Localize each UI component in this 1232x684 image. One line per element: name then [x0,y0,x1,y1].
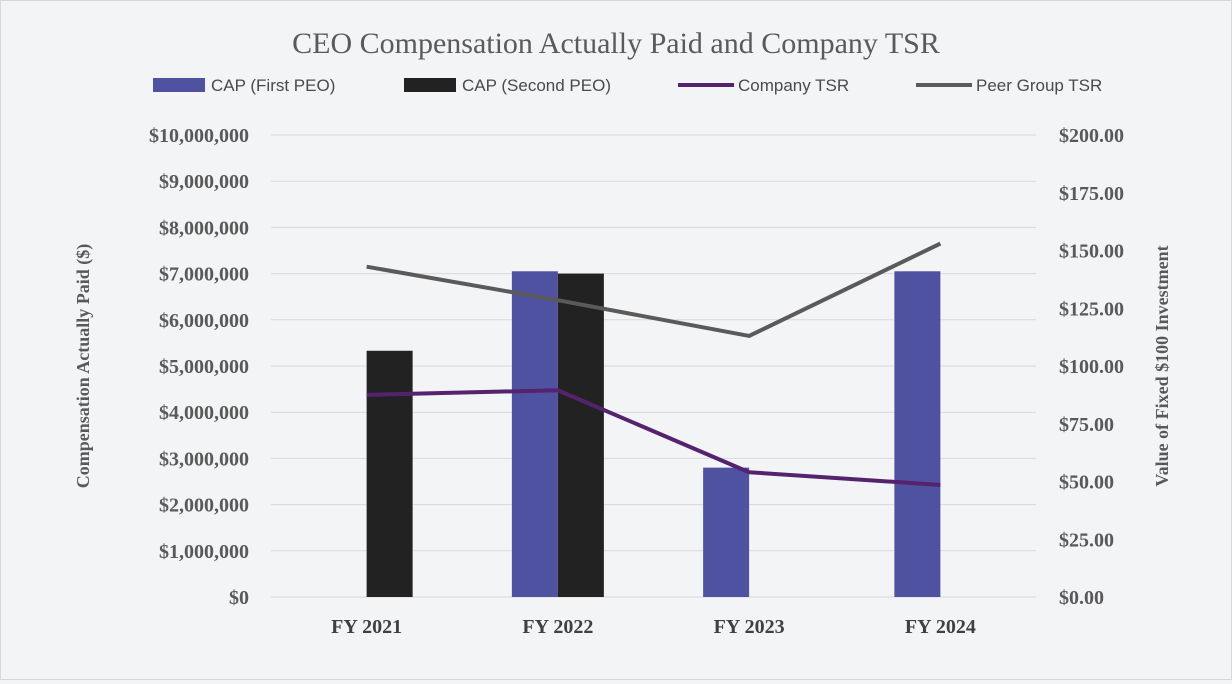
y2-tick-label: $125.00 [1059,298,1124,320]
y2-tick-label: $175.00 [1059,183,1124,205]
y-axis-right-ticks: $0.00 $25.00 $50.00 $75.00 $100.00 $125.00 $15… [1059,125,1124,609]
y-tick-label: $1,000,000 [159,541,249,563]
y-tick-label: $8,000,000 [159,217,249,239]
x-category-label: FY 2024 [905,616,976,638]
y-tick-label: $3,000,000 [159,448,249,470]
legend-swatch-second-peo [404,78,456,92]
y2-tick-label: $75.00 [1059,414,1114,436]
y2-tick-label: $25.00 [1059,529,1114,551]
x-category-label: FY 2021 [331,616,402,638]
y2-tick-label: $100.00 [1059,356,1124,378]
legend-label-first-peo: CAP (First PEO) [211,76,335,95]
y2-tick-label: $0.00 [1059,587,1104,609]
y-axis-left-title: Compensation Actually Paid ($) [73,244,94,489]
x-category-label: FY 2022 [522,616,593,638]
y-tick-label: $6,000,000 [159,310,249,332]
y2-tick-label: $50.00 [1059,472,1114,494]
y2-tick-label: $150.00 [1059,241,1124,263]
peer-group-tsr-line [366,241,942,338]
bar-first-peo-fy-2023 [703,467,750,597]
company-tsr-line [366,388,941,487]
y-tick-label: $5,000,000 [159,356,249,378]
y-tick-label: $9,000,000 [159,171,249,193]
legend-label-company-tsr: Company TSR [738,76,849,95]
y-axis-right-title: Value of Fixed $100 Investment [1152,245,1172,486]
legend-label-peer-tsr: Peer Group TSR [976,76,1102,95]
bar-second-peo-fy-2021 [366,350,413,597]
legend-swatch-first-peo [153,78,205,92]
y-tick-label: $0 [229,587,249,609]
y2-tick-label: $200.00 [1059,125,1124,147]
bar-series [366,271,941,597]
x-category-label: FY 2023 [714,616,785,638]
legend: CAP (First PEO) CAP (Second PEO) Company… [153,76,1102,95]
bar-first-peo-fy-2022 [511,271,558,597]
y-tick-label: $4,000,000 [159,402,249,424]
bar-first-peo-fy-2024 [894,271,941,597]
y-tick-label: $10,000,000 [149,125,249,147]
chart-title: CEO Compensation Actually Paid and Compa… [292,27,940,60]
y-axis-left-ticks: $0 $1,000,000 $2,000,000 $3,000,000 $4,000,0… [149,125,249,609]
bar-second-peo-fy-2022 [557,273,604,597]
y-tick-label: $2,000,000 [159,495,249,517]
legend-label-second-peo: CAP (Second PEO) [462,76,611,95]
line-series [366,241,942,487]
x-axis-categories: FY 2021 FY 2022 FY 2023 FY 2024 [331,616,976,638]
y-tick-label: $7,000,000 [159,264,249,286]
